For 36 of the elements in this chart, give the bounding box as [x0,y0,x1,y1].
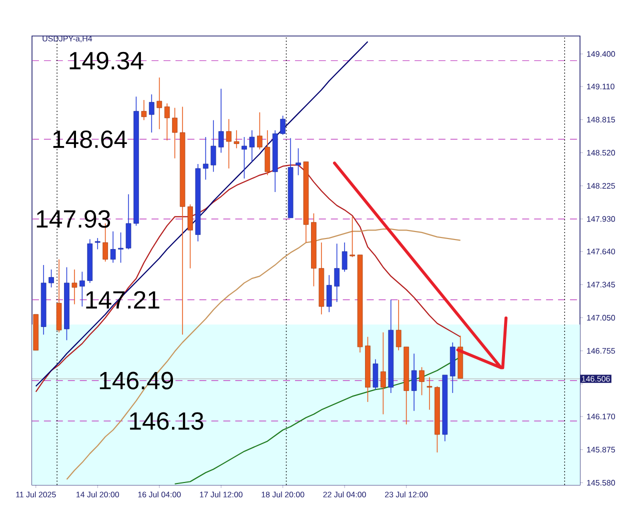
candlestick [411,353,417,412]
candlestick [226,118,232,169]
candlestick [48,269,54,288]
candlestick [156,77,162,130]
candlestick [164,102,170,141]
candlestick [257,112,262,150]
candlestick [188,204,193,269]
candlestick [110,230,116,264]
candlestick [350,216,355,258]
candlestick [380,332,386,415]
candlestick [141,100,147,121]
candlestick [94,238,100,250]
candlestick [72,269,78,305]
candlestick [148,94,154,133]
candlestick [326,274,332,313]
candlestick [372,358,378,390]
candlestick [80,271,85,307]
candlestick [118,232,124,264]
candlestick [234,130,240,149]
candlestick [426,376,432,410]
candlestick [242,136,247,179]
annotation: 147.93 [36,210,110,228]
candlestick [396,299,402,351]
candlestick [296,148,301,176]
candlestick [334,243,340,302]
candlestick [419,366,424,396]
candlestick [202,136,208,180]
annotation: 149.34 [70,52,144,70]
candlestick [172,107,178,159]
candlestick [280,115,286,136]
candlestick [249,130,255,162]
annotation: 146.13 [130,412,204,430]
candlestick [342,242,348,272]
annotation: 148.64 [53,130,127,148]
candlestick [210,120,216,172]
candlestick [218,88,224,154]
